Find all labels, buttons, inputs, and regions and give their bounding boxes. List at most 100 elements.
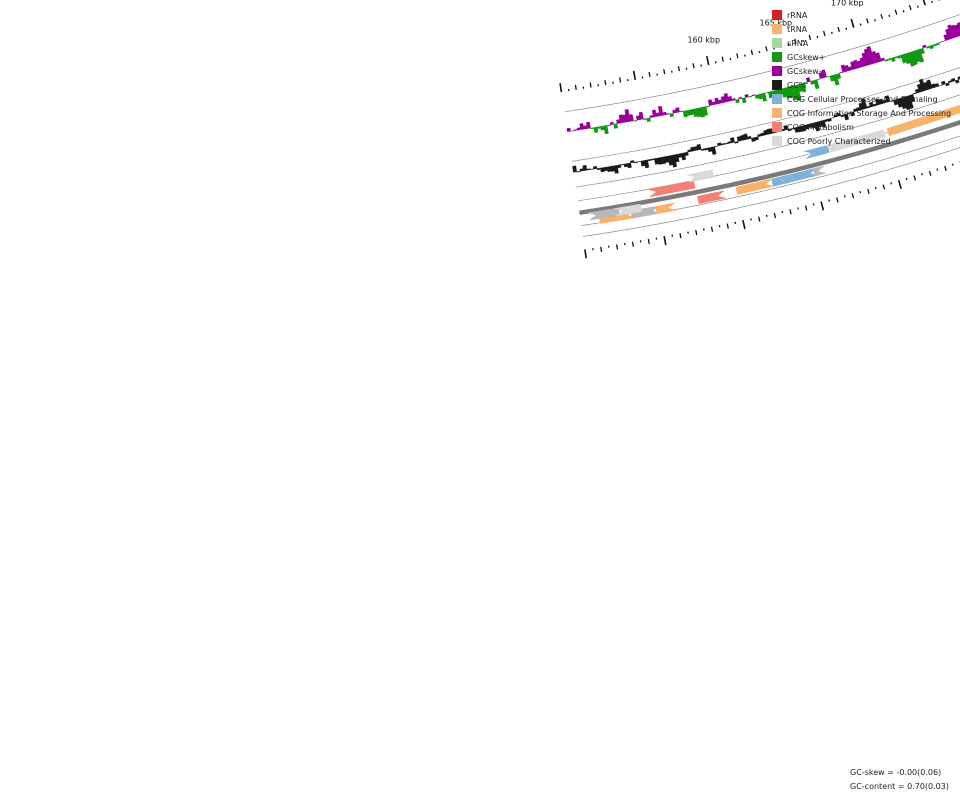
legend-item-cog-poorly: COG Poorly Characterized bbox=[772, 134, 951, 148]
gc-skew-bar bbox=[836, 73, 842, 80]
ruler-tick bbox=[584, 249, 588, 259]
ruler-tick bbox=[908, 4, 912, 11]
ruler-tick bbox=[816, 35, 819, 39]
ruler-tick bbox=[663, 236, 667, 246]
gene-arrow bbox=[655, 202, 678, 215]
ruler-tick bbox=[874, 19, 876, 22]
legend-item-cog-cellular: COG Cellular Processes And Signaling bbox=[772, 92, 951, 106]
gc-skew-bar bbox=[816, 78, 821, 81]
legend-swatch bbox=[772, 122, 782, 132]
gc-content-bar bbox=[754, 136, 759, 141]
gc-content-bar bbox=[787, 128, 792, 132]
ruler-tick bbox=[936, 168, 939, 171]
ruler-tick bbox=[882, 184, 886, 190]
gc-content-stat: GC-content = 0.70(0.03) bbox=[850, 782, 949, 791]
legend-item-gcskew-neg: GCskew- bbox=[772, 64, 951, 78]
gc-content-bar bbox=[878, 98, 884, 105]
ruler-tick bbox=[765, 46, 768, 52]
ruler-tick bbox=[750, 49, 754, 55]
stats-block: GC-skew = -0.00(0.06) GC-content = 0.70(… bbox=[850, 766, 949, 794]
ruler-tick bbox=[845, 27, 848, 30]
legend-item-srna: sRNA bbox=[772, 36, 951, 50]
ruler-tick bbox=[726, 223, 729, 229]
gc-content-bar bbox=[717, 142, 722, 147]
gc-content-bar bbox=[593, 166, 598, 170]
legend-swatch bbox=[772, 136, 782, 146]
legend-swatch bbox=[772, 94, 782, 104]
gc-skew-bar bbox=[950, 24, 959, 38]
legend-label: COG Information Storage And Processing bbox=[787, 108, 952, 118]
gc-content-bar bbox=[934, 83, 940, 88]
gc-content-bar bbox=[620, 163, 625, 166]
gc-content-bar bbox=[613, 165, 619, 174]
guide-line bbox=[564, 14, 960, 113]
legend-swatch bbox=[772, 80, 782, 90]
gc-content-bar bbox=[909, 94, 916, 103]
tick-label: 165 kbp bbox=[760, 18, 793, 27]
ruler-tick bbox=[695, 229, 698, 236]
gc-skew-bar bbox=[590, 127, 595, 130]
gc-skew-bar bbox=[875, 52, 882, 63]
gc-content-bar bbox=[931, 83, 936, 89]
gene-arrow bbox=[587, 207, 620, 221]
legend-label: sRNA bbox=[787, 38, 809, 48]
gc-content-bar bbox=[730, 137, 735, 144]
ruler-tick bbox=[867, 188, 870, 195]
gc-content-bar bbox=[627, 162, 632, 169]
ruler-tick bbox=[710, 226, 714, 232]
gc-skew-bar bbox=[651, 109, 657, 118]
ruler-tick bbox=[905, 177, 908, 181]
gc-skew-bar bbox=[800, 82, 807, 93]
gc-skew-bar bbox=[735, 98, 740, 104]
gc-content-bar bbox=[918, 78, 927, 92]
legend-label: COG Poorly Characterized bbox=[787, 136, 891, 146]
gc-content-bar bbox=[633, 161, 638, 164]
gene-arrow bbox=[613, 203, 642, 217]
gc-skew-bar bbox=[832, 74, 840, 86]
gc-skew-bar bbox=[764, 91, 769, 94]
ruler-tick bbox=[913, 175, 917, 181]
gc-content-bar bbox=[945, 82, 950, 87]
gc-skew-bar bbox=[871, 50, 879, 64]
gc-content-bar bbox=[804, 124, 810, 130]
gc-skew-bar bbox=[576, 127, 581, 131]
ruler-tick bbox=[619, 77, 622, 83]
gc-content-bar bbox=[940, 80, 946, 86]
gc-content-bar bbox=[954, 79, 960, 84]
gc-skew-bar bbox=[649, 114, 654, 118]
gc-content-bar bbox=[926, 79, 933, 90]
gc-skew-bar bbox=[682, 110, 688, 118]
gc-skew-bar bbox=[603, 125, 609, 135]
track-guide-lines bbox=[564, 14, 960, 237]
gene-arrow bbox=[630, 205, 662, 219]
legend-item-cog-metabolism: COG Metabolism bbox=[772, 120, 951, 134]
gc-skew-bar bbox=[727, 95, 733, 102]
gc-content-bar bbox=[836, 112, 842, 117]
ruler-tick bbox=[773, 212, 777, 219]
gc-skew-track bbox=[566, 22, 960, 135]
gc-skew-bar bbox=[922, 44, 927, 49]
gc-skew-bar bbox=[840, 64, 847, 73]
guide-line bbox=[577, 109, 960, 202]
gc-skew-bar bbox=[593, 126, 599, 133]
gene-arrow bbox=[771, 174, 791, 187]
ruler-tick bbox=[600, 246, 603, 252]
gc-skew-bar bbox=[890, 56, 896, 62]
ruler-tick bbox=[631, 241, 634, 247]
ruler-tick bbox=[859, 23, 862, 26]
gc-content-track bbox=[572, 76, 960, 174]
gc-skew-bar bbox=[748, 95, 753, 98]
ruler-tick bbox=[828, 199, 831, 202]
gene-arrow bbox=[803, 145, 830, 160]
ruler-tick bbox=[951, 163, 954, 166]
legend-label: COG Metabolism bbox=[787, 122, 854, 132]
legend-label: GC% bbox=[787, 80, 807, 90]
gc-content-bar bbox=[684, 151, 689, 157]
legend-label: GCskew+ bbox=[787, 52, 826, 62]
gc-content-bar bbox=[906, 95, 914, 110]
ruler-tick bbox=[574, 84, 577, 90]
gc-skew-bar bbox=[702, 106, 709, 116]
gc-skew-bar bbox=[606, 124, 611, 127]
gc-content-bar bbox=[751, 137, 756, 142]
